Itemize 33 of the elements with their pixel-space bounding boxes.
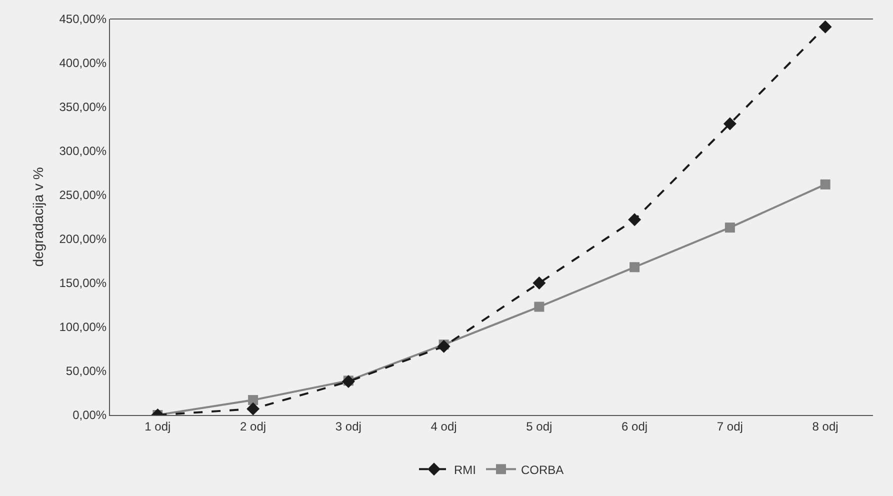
point xyxy=(248,395,258,406)
x-tick-label: 8 odj xyxy=(812,419,838,434)
point xyxy=(532,276,546,290)
y-tick-label: 350,00% xyxy=(59,100,107,114)
y-tick-label: 0,00% xyxy=(72,408,107,422)
point xyxy=(534,302,544,312)
y-tick-label: 100,00% xyxy=(59,320,107,334)
y-tick-label: 400,00% xyxy=(59,56,107,70)
y-tick-label: 450,00% xyxy=(59,12,107,26)
point xyxy=(342,375,355,388)
point xyxy=(723,117,736,130)
x-tick-label: 1 odj xyxy=(144,419,171,434)
x-tick-label: 6 odj xyxy=(622,419,648,434)
point xyxy=(724,222,735,233)
x-tick-label: 5 odj xyxy=(526,419,552,434)
point xyxy=(246,402,260,415)
x-tick-label: 4 odj xyxy=(430,419,457,434)
point xyxy=(437,340,450,353)
legend-label: CORBA xyxy=(521,462,564,477)
x-tick-label: 3 odj xyxy=(335,419,362,434)
point xyxy=(630,262,640,272)
y-tick-label: 300,00% xyxy=(59,144,107,158)
y-tick-label: 200,00% xyxy=(59,232,107,246)
y-axis-title: degradacija v % xyxy=(30,167,46,267)
y-tick-label: 250,00% xyxy=(59,188,107,202)
x-tick-label: 2 odj xyxy=(240,419,266,434)
y-tick-label: 150,00% xyxy=(59,276,107,290)
legend-label: RMI xyxy=(454,462,476,477)
x-tick-label: 7 odj xyxy=(716,419,743,434)
y-tick-label: 50,00% xyxy=(66,364,107,378)
point xyxy=(820,179,830,190)
point xyxy=(818,20,832,34)
point xyxy=(628,213,642,226)
